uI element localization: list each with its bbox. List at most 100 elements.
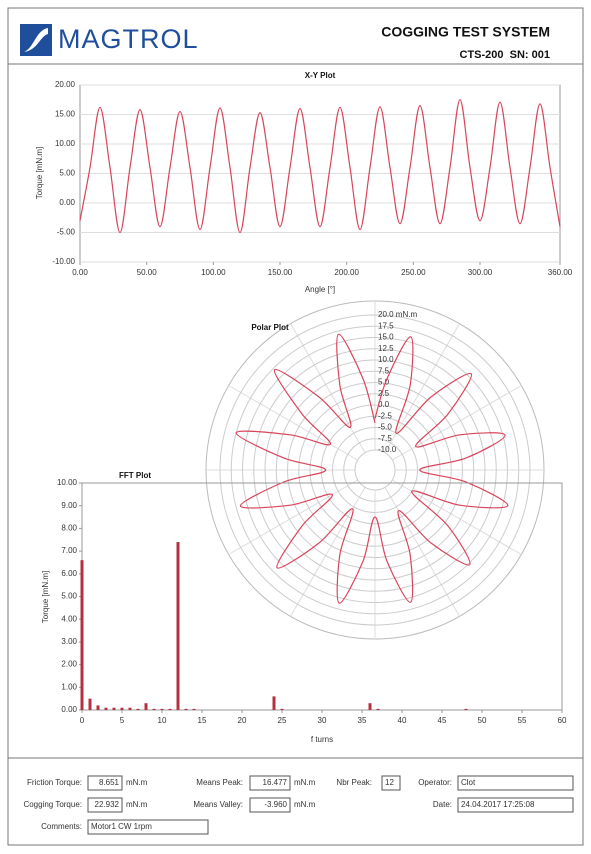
y-tick-label: 3.00 — [61, 637, 77, 646]
field-unit: mN.m — [294, 778, 316, 787]
field-label: Cogging Torque: — [23, 800, 82, 809]
field-box — [457, 797, 574, 813]
plot-frame — [81, 482, 563, 711]
polar-grid-ring — [320, 415, 430, 525]
logo-icon — [20, 24, 52, 56]
polar-grid-ring — [354, 449, 396, 491]
polar-grid-ring — [264, 359, 486, 581]
chart-title: X-Y Plot — [305, 71, 336, 80]
r-tick-label: 10.0 — [378, 355, 394, 364]
x-tick-label: 10 — [158, 716, 167, 725]
field-box — [87, 819, 209, 835]
x-tick-label: 300.00 — [468, 268, 493, 277]
fft-bar — [112, 707, 116, 710]
field-value: 12 — [385, 778, 394, 787]
logo-text: MAGTROL — [58, 24, 199, 54]
y-tick-label: 5.00 — [59, 169, 75, 178]
r-tick-label: -5.0 — [378, 423, 392, 432]
field-label: Operator: — [418, 778, 452, 787]
r-tick-label: 2.5 — [378, 389, 390, 398]
y-axis-label: Torque [mN.m] — [41, 571, 50, 623]
field-unit: mN.m — [294, 800, 316, 809]
polar-grid-ring — [287, 382, 463, 558]
polar-grid-ring — [242, 337, 508, 603]
field-box — [381, 775, 401, 791]
polar-grid-ring — [332, 427, 418, 513]
fft-bar — [160, 708, 164, 710]
field-value: Clot — [461, 778, 476, 787]
x-tick-label: 150.00 — [268, 268, 293, 277]
x-tick-label: 360.00 — [548, 268, 573, 277]
field-box — [87, 775, 123, 791]
fft-bar — [136, 708, 140, 710]
report-title: COGGING TEST SYSTEM — [381, 24, 550, 40]
x-tick-label: 200.00 — [334, 268, 359, 277]
fft-bar — [192, 708, 196, 710]
fft-bar — [280, 708, 284, 710]
field-value: 22.932 — [95, 800, 120, 809]
y-tick-label: 6.00 — [61, 569, 77, 578]
field-label: Friction Torque: — [27, 778, 82, 787]
field-value: 24.04.2017 17:25:08 — [461, 800, 535, 809]
field-value: Motor1 CW 1rpm — [91, 822, 152, 831]
polar-grid-ring — [275, 370, 475, 570]
y-tick-label: 1.00 — [61, 682, 77, 691]
fft-bar — [176, 542, 180, 710]
fft-bar — [368, 703, 372, 710]
r-tick-label: 12.5 — [378, 344, 394, 353]
field-box — [87, 797, 123, 813]
polar-grid-ring — [219, 314, 531, 626]
fft-bar — [120, 707, 124, 710]
x-tick-label: 50.00 — [137, 268, 158, 277]
x-tick-label: 55 — [518, 716, 527, 725]
field-unit: mN.m — [126, 800, 148, 809]
polar-grid-ring — [309, 404, 441, 536]
x-tick-label: 60 — [558, 716, 567, 725]
polar-torque-line — [235, 333, 509, 604]
fft-bar — [152, 708, 156, 710]
y-tick-label: 15.00 — [55, 110, 76, 119]
chart-title: Polar Plot — [251, 323, 289, 332]
x-tick-label: 50 — [478, 716, 487, 725]
polar-grid-ring — [230, 325, 520, 615]
page-frame — [7, 7, 584, 846]
r-tick-label: -7.5 — [378, 434, 392, 443]
fft-bar — [128, 707, 132, 710]
r-tick-label: -2.5 — [378, 411, 392, 420]
field-label: Comments: — [41, 822, 82, 831]
x-axis-label: f turns — [311, 735, 333, 744]
x-tick-label: 0 — [80, 716, 85, 725]
r-tick-label: 20.0 mN.m — [378, 310, 417, 319]
r-tick-label: 0.0 — [378, 400, 390, 409]
field-value: 16.477 — [263, 778, 288, 787]
y-axis-label: Torque [mN.m] — [35, 147, 44, 199]
x-tick-label: 100.00 — [201, 268, 226, 277]
x-tick-label: 15 — [198, 716, 207, 725]
field-box — [457, 775, 574, 791]
field-box — [249, 797, 291, 813]
x-tick-label: 20 — [238, 716, 247, 725]
polar-grid-ring — [253, 348, 497, 592]
field-unit: mN.m — [126, 778, 148, 787]
fft-bar — [464, 708, 468, 710]
field-value: 8.651 — [99, 778, 120, 787]
fft-bar — [144, 703, 148, 710]
r-tick-label: 17.5 — [378, 321, 394, 330]
fft-bar — [272, 696, 276, 710]
x-axis-label: Angle [°] — [305, 285, 335, 294]
field-label: Date: — [433, 800, 452, 809]
field-box — [249, 775, 291, 791]
x-tick-label: 5 — [120, 716, 125, 725]
r-tick-label: 7.5 — [378, 366, 390, 375]
y-tick-label: -5.00 — [57, 228, 76, 237]
fft-bar — [376, 708, 380, 710]
torque-line — [79, 99, 561, 234]
y-tick-label: 0.00 — [59, 198, 75, 207]
fft-bar — [104, 707, 108, 710]
x-tick-label: 0.00 — [72, 268, 88, 277]
y-tick-label: 0.00 — [61, 705, 77, 714]
fft-bar — [80, 560, 84, 710]
fft-bar — [168, 708, 172, 710]
r-tick-label: 5.0 — [378, 378, 390, 387]
